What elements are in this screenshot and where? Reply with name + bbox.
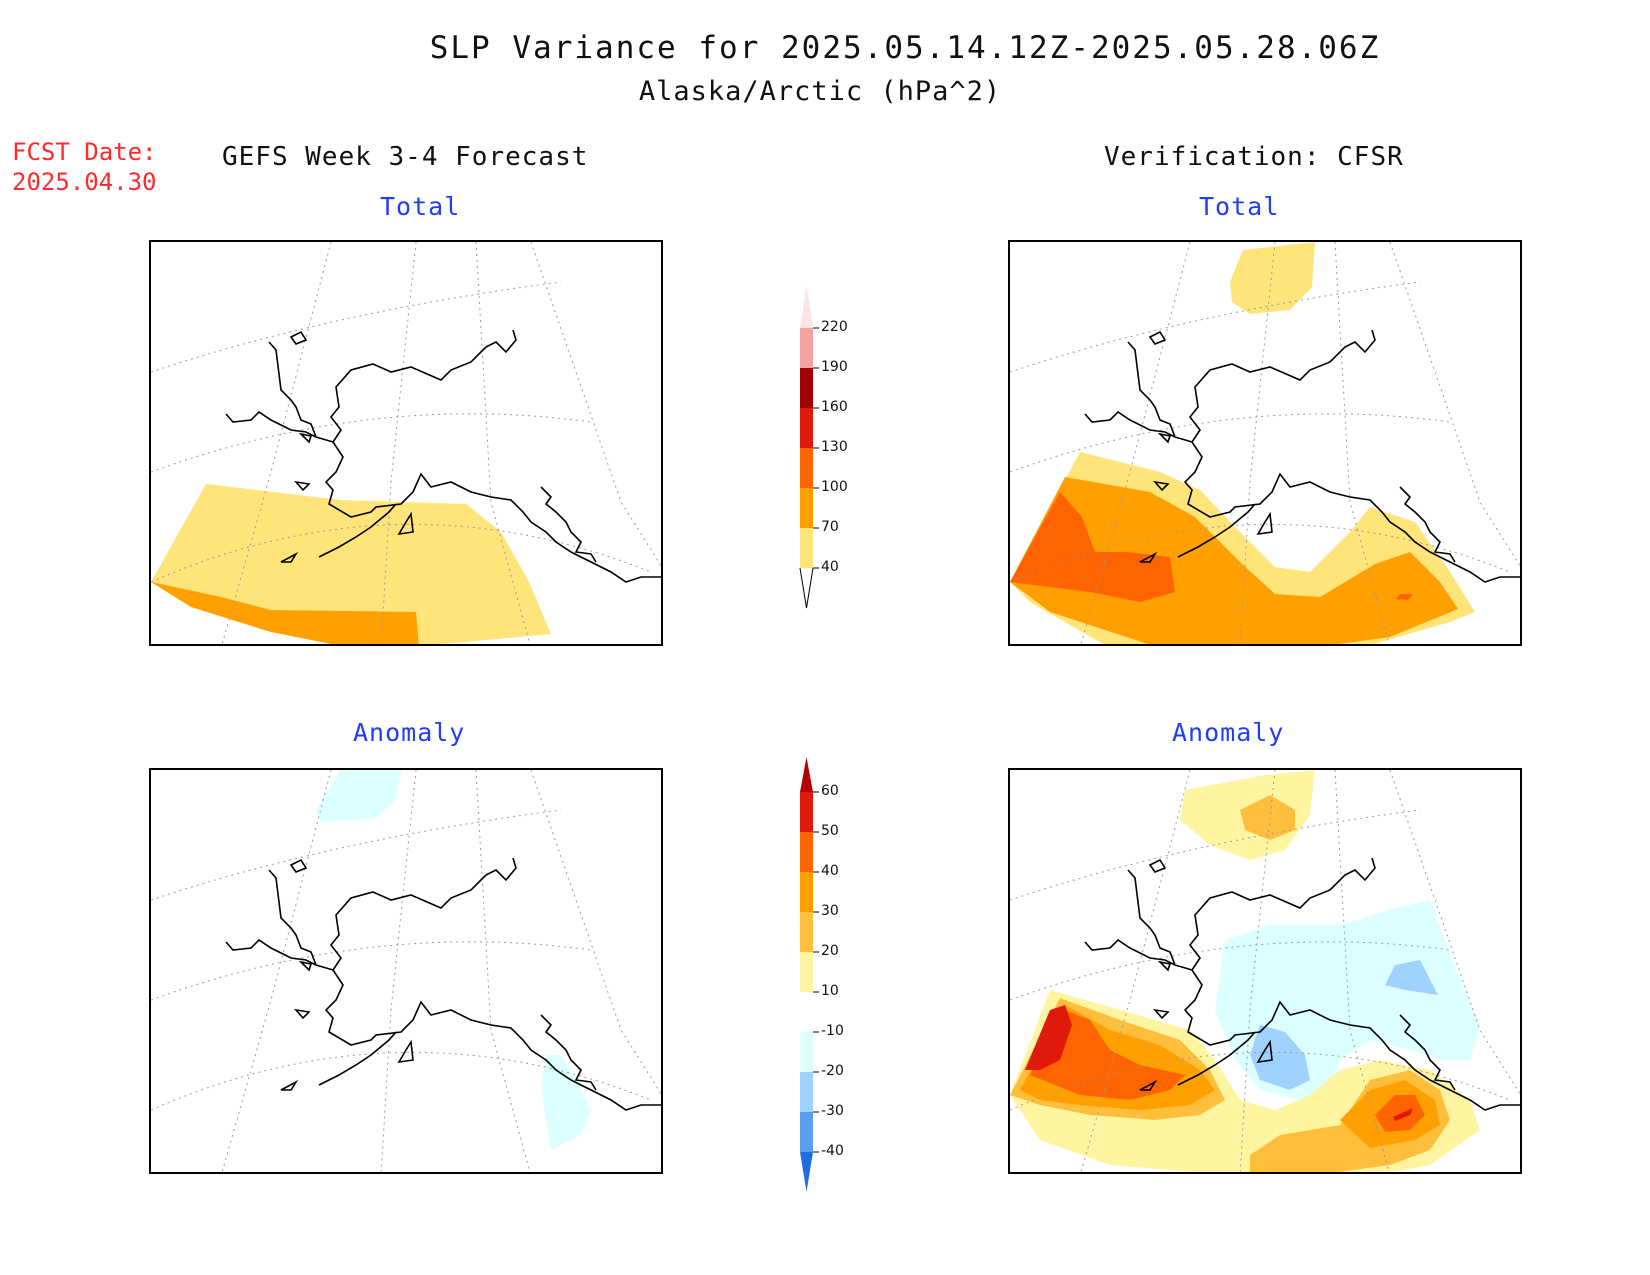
colorbar-anomaly-label: 50: [821, 823, 839, 839]
right-total-label: Total: [1199, 192, 1280, 221]
colorbar-anomaly-label: -20: [821, 1063, 844, 1079]
verification-total-map: [1008, 240, 1522, 646]
colorbar-total-top-arrow: [800, 285, 813, 328]
forecast-total-map: [149, 240, 663, 646]
colorbar-anomaly: [790, 752, 850, 1202]
colorbar-anomaly-box: [800, 1112, 813, 1152]
colorbar-anomaly-label: 40: [821, 863, 839, 879]
colorbar-anomaly-bottom-arrow: [800, 1152, 813, 1192]
colorbar-anomaly-label: 10: [821, 983, 839, 999]
colorbar-total-box: [800, 488, 813, 528]
pos-20-c: [1240, 795, 1295, 840]
neg-10-a: [316, 770, 401, 822]
pos-50-b: [1393, 1108, 1413, 1121]
grid: [1010, 770, 1520, 1172]
colorbar-total-label: 160: [821, 399, 848, 415]
colorbar-anomaly-box: [800, 792, 813, 832]
grid: [1010, 242, 1520, 644]
forecast-anomaly-svg: [151, 770, 661, 1172]
colorbar-total-bottom-arrow: [799, 567, 814, 609]
colorbar-total-box: [800, 328, 813, 368]
colorbar-anomaly-box: [800, 912, 813, 952]
left-anomaly-label: Anomaly: [353, 718, 466, 747]
shade-40-b: [1230, 242, 1315, 314]
colorbar-anomaly-box: [800, 872, 813, 912]
colorbar-anomaly-label: 20: [821, 943, 839, 959]
forecast-total-svg: [151, 242, 661, 644]
verification-anomaly-map: [1008, 768, 1522, 1174]
colorbar-total-box: [800, 528, 813, 568]
shade-70: [1010, 477, 1458, 644]
colorbar-anomaly-box: [800, 992, 813, 1032]
colorbar-total-label: 220: [821, 319, 848, 335]
coastline: [225, 329, 661, 583]
colorbar-total-label: 40: [821, 559, 839, 575]
colorbar-anomaly-box: [800, 952, 813, 992]
colorbar-anomaly-label: -40: [821, 1143, 844, 1159]
colorbar-total-box: [800, 408, 813, 448]
coastline: [225, 857, 661, 1111]
colorbar-anomaly-box: [800, 1032, 813, 1072]
neg-10-b: [541, 1055, 591, 1150]
right-column-title: Verification: CFSR: [1104, 142, 1404, 172]
pos-40-b: [1375, 1095, 1425, 1132]
colorbar-anomaly-label: 30: [821, 903, 839, 919]
colorbar-total-label: 70: [821, 519, 839, 535]
colorbar-total-box: [800, 448, 813, 488]
neg-20-b: [1385, 960, 1438, 995]
colorbar-anomaly-top-arrow: [800, 757, 813, 792]
left-column-title: GEFS Week 3-4 Forecast: [222, 142, 589, 172]
colorbar-total-label: 100: [821, 479, 848, 495]
right-anomaly-label: Anomaly: [1172, 718, 1285, 747]
colorbar-anomaly-label: 60: [821, 783, 839, 799]
coastline: [1084, 857, 1520, 1111]
colorbar-anomaly-label: -30: [821, 1103, 844, 1119]
colorbar-total-label: 190: [821, 359, 848, 375]
neg-20-a: [1250, 1025, 1310, 1090]
grid: [151, 770, 661, 1172]
fcst-date-value: 2025.04.30: [12, 168, 157, 196]
shade-100-b: [1396, 594, 1413, 600]
pos-50: [1025, 1005, 1072, 1070]
colorbar-anomaly-box: [800, 1072, 813, 1112]
grid: [151, 242, 661, 644]
colorbar-total-label: 130: [821, 439, 848, 455]
verification-total-svg: [1010, 242, 1520, 644]
colorbar-anomaly-label: -10: [821, 1023, 844, 1039]
shade-70: [151, 582, 419, 644]
colorbar-anomaly-svg: [800, 757, 819, 1192]
left-total-label: Total: [380, 192, 461, 221]
coastline: [1084, 329, 1520, 583]
fcst-date-label: FCST Date:: [12, 138, 157, 166]
main-title: SLP Variance for 2025.05.14.12Z-2025.05.…: [429, 30, 1381, 66]
subtitle: Alaska/Arctic (hPa^2): [638, 76, 1002, 107]
colorbar-total: [790, 280, 850, 620]
shade-100: [1010, 492, 1175, 602]
forecast-anomaly-map: [149, 768, 663, 1174]
verification-anomaly-svg: [1010, 770, 1520, 1172]
colorbar-anomaly-box: [800, 832, 813, 872]
shade-40: [151, 484, 551, 644]
colorbar-total-box: [800, 368, 813, 408]
colorbar-total-svg: [799, 285, 819, 609]
